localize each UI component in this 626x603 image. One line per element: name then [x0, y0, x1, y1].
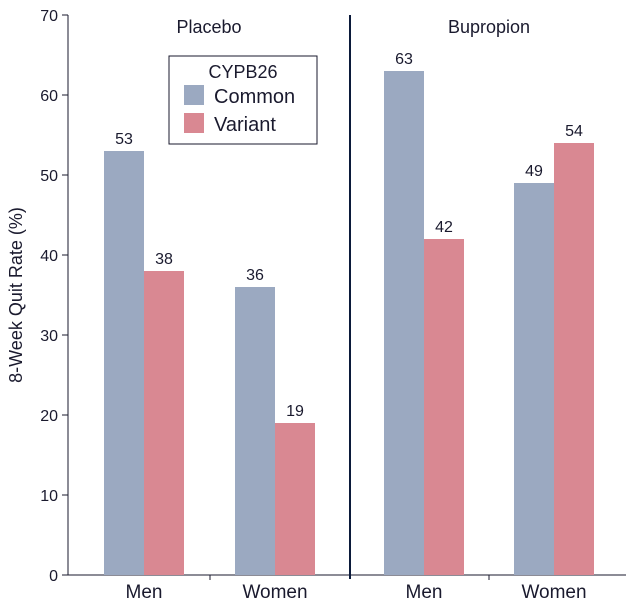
y-tick-label: 20	[40, 408, 58, 425]
x-tick-label-women: Women	[242, 582, 307, 603]
x-tick-label-men: Men	[126, 582, 163, 603]
y-tick-label: 30	[40, 328, 58, 345]
legend-swatch-common	[184, 85, 204, 105]
data-label-placebo-men-variant: 38	[155, 251, 173, 268]
legend-label-variant: Variant	[214, 114, 276, 136]
bar-placebo-women-common	[235, 287, 275, 575]
legend: CYPB26 Common Variant	[168, 55, 318, 145]
data-label-bupropion-women-variant: 54	[565, 123, 583, 140]
bar-placebo-women-variant	[275, 423, 315, 575]
data-label-bupropion-men-variant: 42	[435, 219, 453, 236]
y-tick-label: 0	[49, 568, 58, 585]
y-tick-label: 50	[40, 168, 58, 185]
bar-placebo-men-common	[104, 151, 144, 575]
bar-bupropion-men-variant	[424, 239, 464, 575]
y-tick-label: 10	[40, 488, 58, 505]
x-tick-label-women: Women	[521, 582, 586, 603]
bars	[104, 71, 594, 575]
data-label-bupropion-men-common: 63	[395, 51, 413, 68]
bar-bupropion-men-common	[384, 71, 424, 575]
legend-label-common: Common	[214, 86, 295, 108]
bar-placebo-men-variant	[144, 271, 184, 575]
data-label-placebo-women-common: 36	[246, 267, 264, 284]
axes: 0 10 20 30 40 50 60 70 Placebo Men Women Bupropion M…	[40, 8, 626, 603]
legend-title: CYPB26	[208, 62, 277, 82]
panel-title-placebo: Placebo	[176, 17, 241, 37]
y-tick-label: 60	[40, 88, 58, 105]
panel-title-bupropion: Bupropion	[448, 17, 530, 37]
x-tick-label-men: Men	[406, 582, 443, 603]
data-labels: 53 38 36 19 63 42 49 54	[115, 51, 583, 420]
y-tick-label: 40	[40, 248, 58, 265]
y-axis-label: 8-Week Quit Rate (%)	[6, 207, 26, 383]
bar-bupropion-women-common	[514, 183, 554, 575]
y-tick-label: 70	[40, 8, 58, 25]
data-label-placebo-men-common: 53	[115, 131, 133, 148]
bar-bupropion-women-variant	[554, 143, 594, 575]
data-label-bupropion-women-common: 49	[525, 163, 543, 180]
legend-swatch-variant	[184, 113, 204, 133]
data-label-placebo-women-variant: 19	[286, 403, 304, 420]
